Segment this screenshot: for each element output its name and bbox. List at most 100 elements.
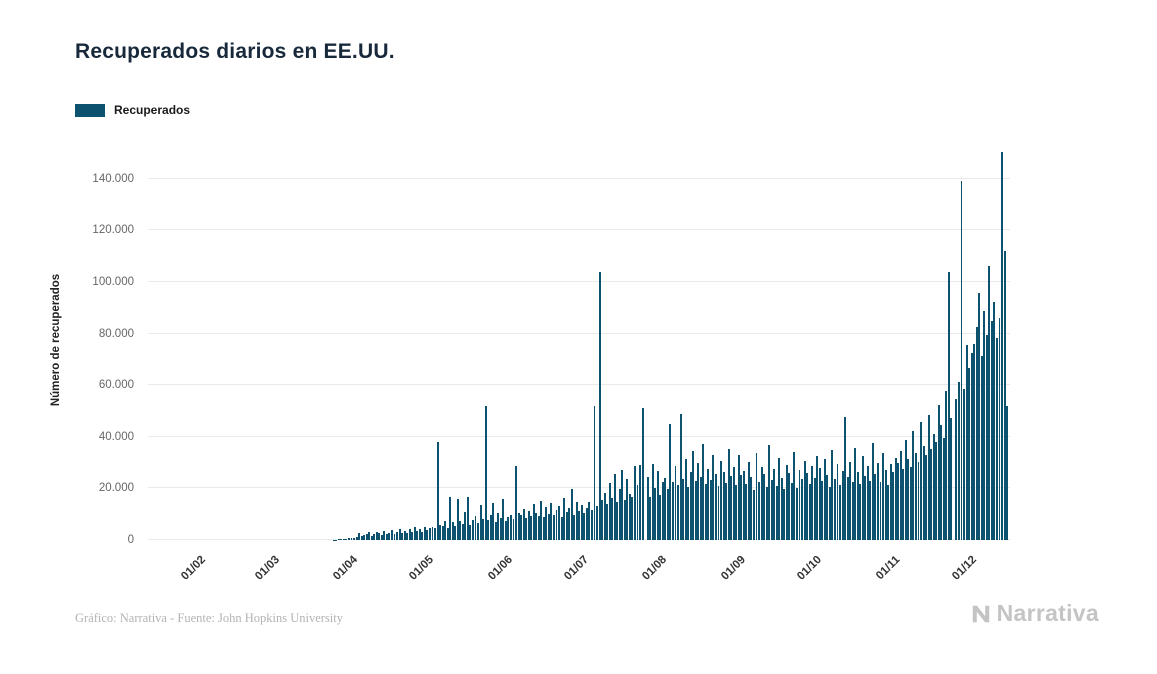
bar	[550, 502, 553, 540]
bar	[702, 444, 705, 540]
bar	[353, 537, 355, 540]
bar	[611, 498, 614, 540]
bar	[671, 482, 674, 540]
bar	[502, 499, 505, 540]
bar	[580, 504, 583, 540]
bar	[922, 446, 925, 540]
bar	[401, 532, 404, 540]
narrativa-logo: Narrativa	[970, 600, 1099, 627]
bar	[664, 477, 667, 540]
bar	[950, 418, 953, 540]
bar	[854, 448, 857, 540]
bar	[909, 467, 912, 540]
bar	[403, 530, 406, 540]
y-tick-label: 80.000	[98, 327, 134, 340]
bar	[1003, 251, 1006, 540]
bar	[882, 452, 884, 540]
bar	[639, 465, 641, 540]
bar	[955, 399, 958, 540]
legend-swatch	[75, 103, 105, 117]
bar	[790, 482, 793, 540]
bar	[441, 525, 444, 540]
bar	[932, 433, 935, 540]
bar	[472, 520, 474, 540]
bar	[499, 517, 502, 540]
x-tick-label: 01/11	[874, 553, 903, 583]
gridline	[148, 229, 1010, 231]
bar	[365, 534, 368, 540]
bar	[363, 535, 366, 540]
bar	[801, 479, 803, 540]
plot-area	[148, 140, 1010, 540]
bar	[426, 530, 429, 540]
bar	[666, 489, 669, 540]
bar	[859, 483, 862, 540]
bar	[1006, 405, 1009, 540]
bar	[742, 471, 745, 540]
bar	[907, 458, 910, 540]
x-tick-label: 01/03	[252, 553, 282, 583]
bar	[679, 413, 682, 540]
bar	[593, 405, 596, 540]
x-tick-label: 01/04	[331, 553, 361, 583]
bar	[383, 531, 386, 540]
bar	[912, 430, 915, 540]
bar	[368, 531, 371, 540]
bar	[902, 469, 905, 540]
bar	[806, 473, 809, 540]
bar	[745, 483, 748, 540]
bar	[616, 502, 619, 540]
x-tick-label: 01/02	[179, 553, 209, 583]
bar	[535, 512, 538, 540]
y-tick-label: 0	[127, 534, 134, 546]
bar	[459, 520, 462, 540]
bar	[573, 514, 576, 540]
bar	[750, 476, 753, 540]
legend-label: Recuperados	[114, 103, 191, 117]
bar	[808, 484, 811, 540]
bar	[507, 516, 510, 540]
bar	[388, 532, 391, 540]
bar	[828, 487, 831, 540]
bar	[636, 484, 639, 540]
y-tick-label: 100.000	[92, 275, 134, 288]
bar	[755, 453, 758, 540]
bar	[874, 473, 877, 540]
y-tick-label: 120.000	[92, 224, 134, 237]
bar	[553, 515, 555, 540]
bar	[449, 497, 452, 540]
bar	[780, 477, 783, 540]
bar	[461, 524, 464, 540]
bar	[833, 478, 836, 540]
bar	[927, 414, 930, 540]
bar	[596, 505, 598, 540]
bar	[965, 344, 968, 540]
bar	[421, 532, 424, 540]
bar	[370, 535, 373, 540]
bar	[512, 518, 515, 540]
bar	[937, 404, 940, 540]
bar	[391, 530, 393, 540]
bar	[958, 382, 960, 540]
bar	[413, 526, 416, 540]
bar	[408, 529, 411, 540]
bar	[651, 464, 654, 540]
bar	[682, 478, 685, 540]
bar	[980, 356, 983, 540]
bar	[517, 513, 520, 540]
gridline	[148, 332, 1010, 334]
bar	[689, 472, 692, 540]
gridline	[148, 280, 1010, 282]
bar	[889, 464, 892, 540]
x-tick-label: 01/07	[561, 553, 591, 583]
x-axis-tick-labels: 01/02 01/03 01/04 01/05 01/06 01/07 01/08 01/09…	[148, 540, 1010, 610]
bar	[545, 507, 548, 540]
bar	[532, 504, 535, 540]
bar	[778, 457, 781, 540]
x-tick-label: 01/08	[640, 553, 670, 583]
bar	[732, 467, 735, 540]
bar	[975, 327, 978, 540]
y-tick-label: 60.000	[98, 379, 134, 392]
gridline	[148, 435, 1010, 437]
bar	[1001, 151, 1003, 540]
